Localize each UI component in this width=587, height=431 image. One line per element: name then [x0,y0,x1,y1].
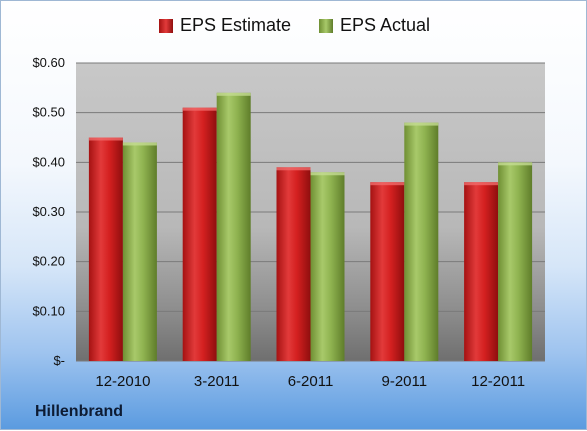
legend-swatch-actual [318,18,333,33]
y-tick-label: $0.40 [32,154,65,169]
x-tick-label: 3-2011 [194,373,240,390]
x-tick-label: 12-2010 [95,373,150,390]
bar-eps-actual [122,142,157,361]
y-tick-label: $0.50 [32,105,65,120]
bar-eps-estimate [276,167,311,361]
bar-eps-actual [498,162,533,361]
bar-top-highlight [216,92,251,96]
bar-top-highlight [370,182,405,186]
legend: EPS Estimate EPS Actual [1,15,587,36]
bar-eps-actual [310,172,345,361]
bar-top-highlight [88,137,123,141]
company-name: Hillenbrand [35,403,124,420]
legend-item-estimate: EPS Estimate [158,15,291,36]
y-tick-label: $- [53,353,65,368]
legend-label-estimate: EPS Estimate [179,15,291,35]
bar-eps-estimate [370,182,405,361]
bar-top-highlight [310,172,345,176]
y-tick-label: $0.20 [32,254,65,269]
bar-eps-actual [216,92,251,362]
bar-eps-estimate [88,137,123,361]
bar-eps-estimate [182,107,217,361]
legend-swatch-estimate [158,18,173,33]
bar-eps-estimate [464,182,499,361]
bar-top-highlight [122,142,157,146]
x-tick-label: 9-2011 [382,373,428,390]
bar-top-highlight [276,167,311,171]
bar-top-highlight [498,162,533,166]
legend-label-actual: EPS Actual [339,15,431,35]
bar-eps-actual [404,122,439,361]
y-tick-label: $0.30 [32,204,65,219]
y-tick-label: $0.60 [32,55,65,70]
bar-top-highlight [464,182,499,186]
legend-item-actual: EPS Actual [318,15,431,36]
x-tick-label: 6-2011 [288,373,334,390]
x-tick-label: 12-2011 [471,373,525,390]
y-tick-label: $0.10 [32,303,65,318]
bar-top-highlight [404,122,439,126]
bar-top-highlight [182,107,217,111]
